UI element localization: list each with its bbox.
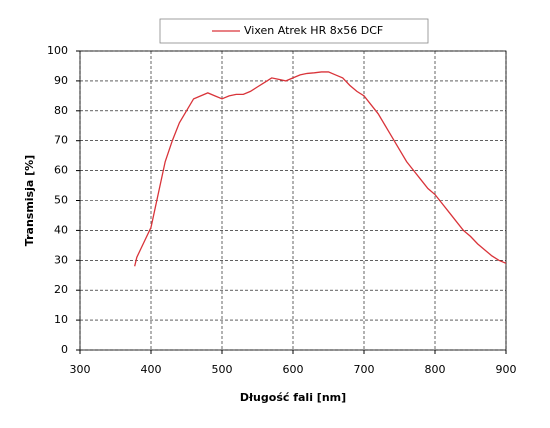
x-tick-label: 700 xyxy=(354,363,375,376)
x-axis-label: Długość fali [nm] xyxy=(240,391,346,404)
y-tick-label: 50 xyxy=(54,194,68,207)
plot-border xyxy=(79,50,507,351)
y-tick-label: 20 xyxy=(54,283,68,296)
y-axis-label: Transmisja [%] xyxy=(23,155,36,246)
y-tick-label: 60 xyxy=(54,164,68,177)
x-tick-label: 600 xyxy=(283,363,304,376)
y-tick-label: 70 xyxy=(54,134,68,147)
y-tick-label: 40 xyxy=(54,223,68,236)
x-tick-label: 400 xyxy=(141,363,162,376)
legend-label: Vixen Atrek HR 8x56 DCF xyxy=(244,24,383,37)
y-tick-label: 90 xyxy=(54,74,68,87)
y-tick-label: 0 xyxy=(61,343,68,356)
series-line xyxy=(134,71,507,267)
y-tick-label: 10 xyxy=(54,313,68,326)
y-tick-label: 30 xyxy=(54,253,68,266)
x-tick-label: 900 xyxy=(496,363,517,376)
x-tick-label: 300 xyxy=(70,363,91,376)
y-tick-label: 80 xyxy=(54,104,68,117)
legend-box xyxy=(159,18,429,44)
x-tick-label: 500 xyxy=(212,363,233,376)
x-tick-label: 800 xyxy=(425,363,446,376)
y-tick-label: 100 xyxy=(47,44,68,57)
